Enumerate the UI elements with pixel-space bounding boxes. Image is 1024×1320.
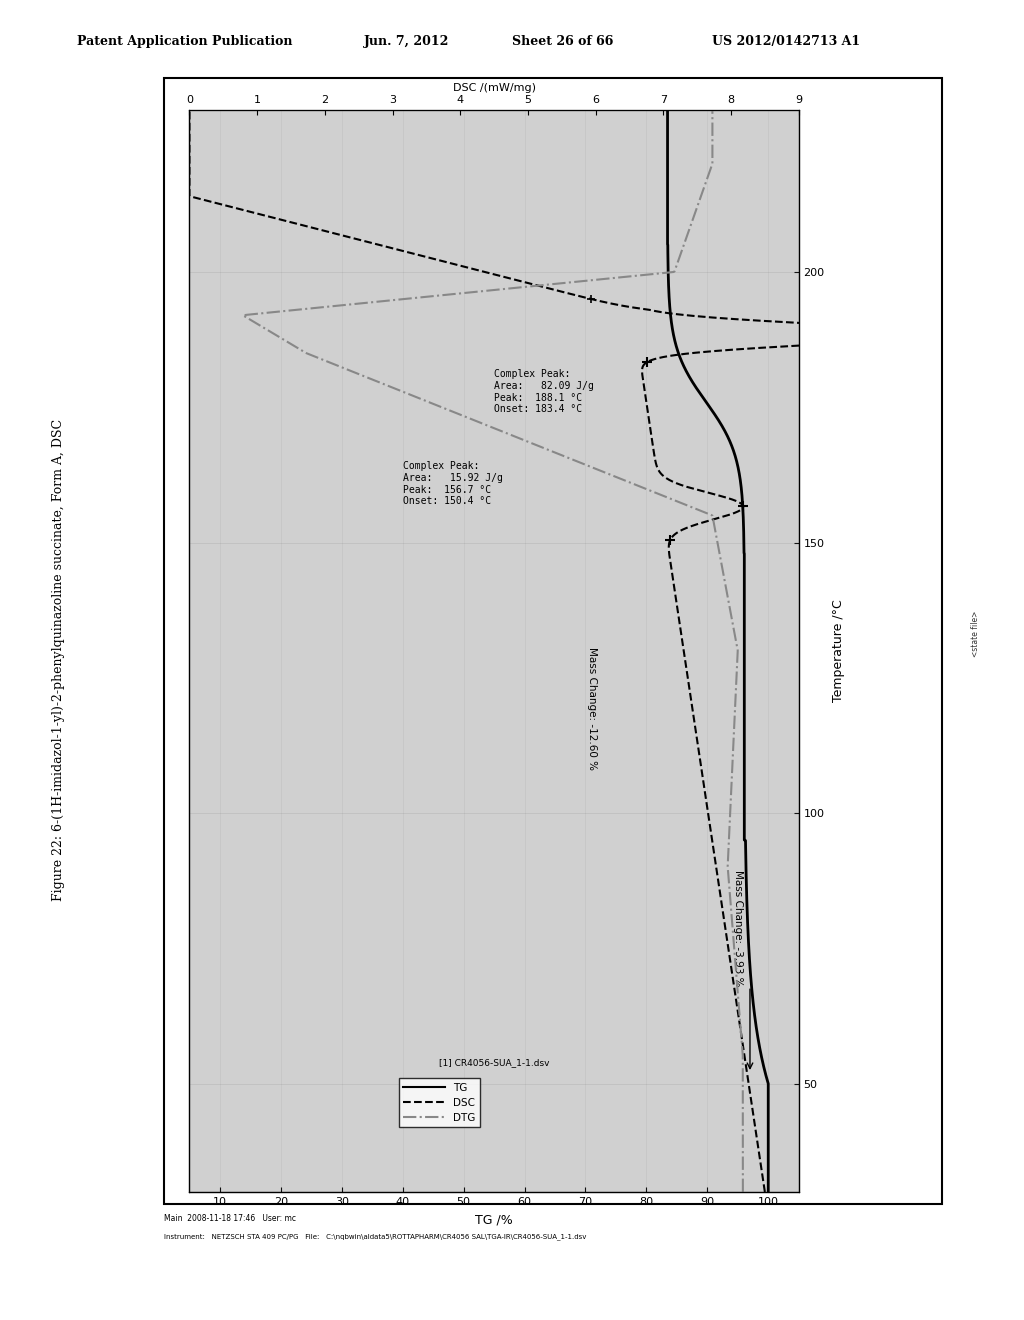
- Y-axis label: Temperature /°C: Temperature /°C: [831, 599, 845, 702]
- Text: US 2012/0142713 A1: US 2012/0142713 A1: [712, 34, 860, 48]
- Legend: TG, DSC, DTG: TG, DSC, DTG: [399, 1078, 479, 1127]
- Text: Figure 22: 6-(1H-imidazol-1-yl)-2-phenylquinazoline succinate, Form A, DSC: Figure 22: 6-(1H-imidazol-1-yl)-2-phenyl…: [52, 418, 65, 902]
- Text: Jun. 7, 2012: Jun. 7, 2012: [364, 34, 449, 48]
- Text: Mass Change: -12.60 %: Mass Change: -12.60 %: [587, 647, 597, 770]
- Text: <state file>: <state file>: [972, 610, 980, 657]
- Text: Patent Application Publication: Patent Application Publication: [77, 34, 292, 48]
- Text: Mass Change: -3.93 %: Mass Change: -3.93 %: [733, 870, 742, 986]
- Text: Sheet 26 of 66: Sheet 26 of 66: [512, 34, 613, 48]
- X-axis label: DSC /(mW/mg): DSC /(mW/mg): [453, 83, 536, 92]
- Text: Complex Peak:
Area:   82.09 J/g
Peak:  188.1 °C
Onset: 183.4 °C: Complex Peak: Area: 82.09 J/g Peak: 188.…: [494, 370, 594, 414]
- Text: Instrument:   NETZSCH STA 409 PC/PG   File:   C:\nqbwin\aldata5\ROTTAPHARM\CR405: Instrument: NETZSCH STA 409 PC/PG File: …: [164, 1233, 586, 1239]
- X-axis label: TG /%: TG /%: [475, 1214, 513, 1226]
- Text: Main  2008-11-18 17:46   User: mc: Main 2008-11-18 17:46 User: mc: [164, 1214, 296, 1224]
- Text: Complex Peak:
Area:   15.92 J/g
Peak:  156.7 °C
Onset: 150.4 °C: Complex Peak: Area: 15.92 J/g Peak: 156.…: [402, 462, 503, 506]
- Text: [1] CR4056-SUA_1-1.dsv: [1] CR4056-SUA_1-1.dsv: [439, 1059, 550, 1068]
